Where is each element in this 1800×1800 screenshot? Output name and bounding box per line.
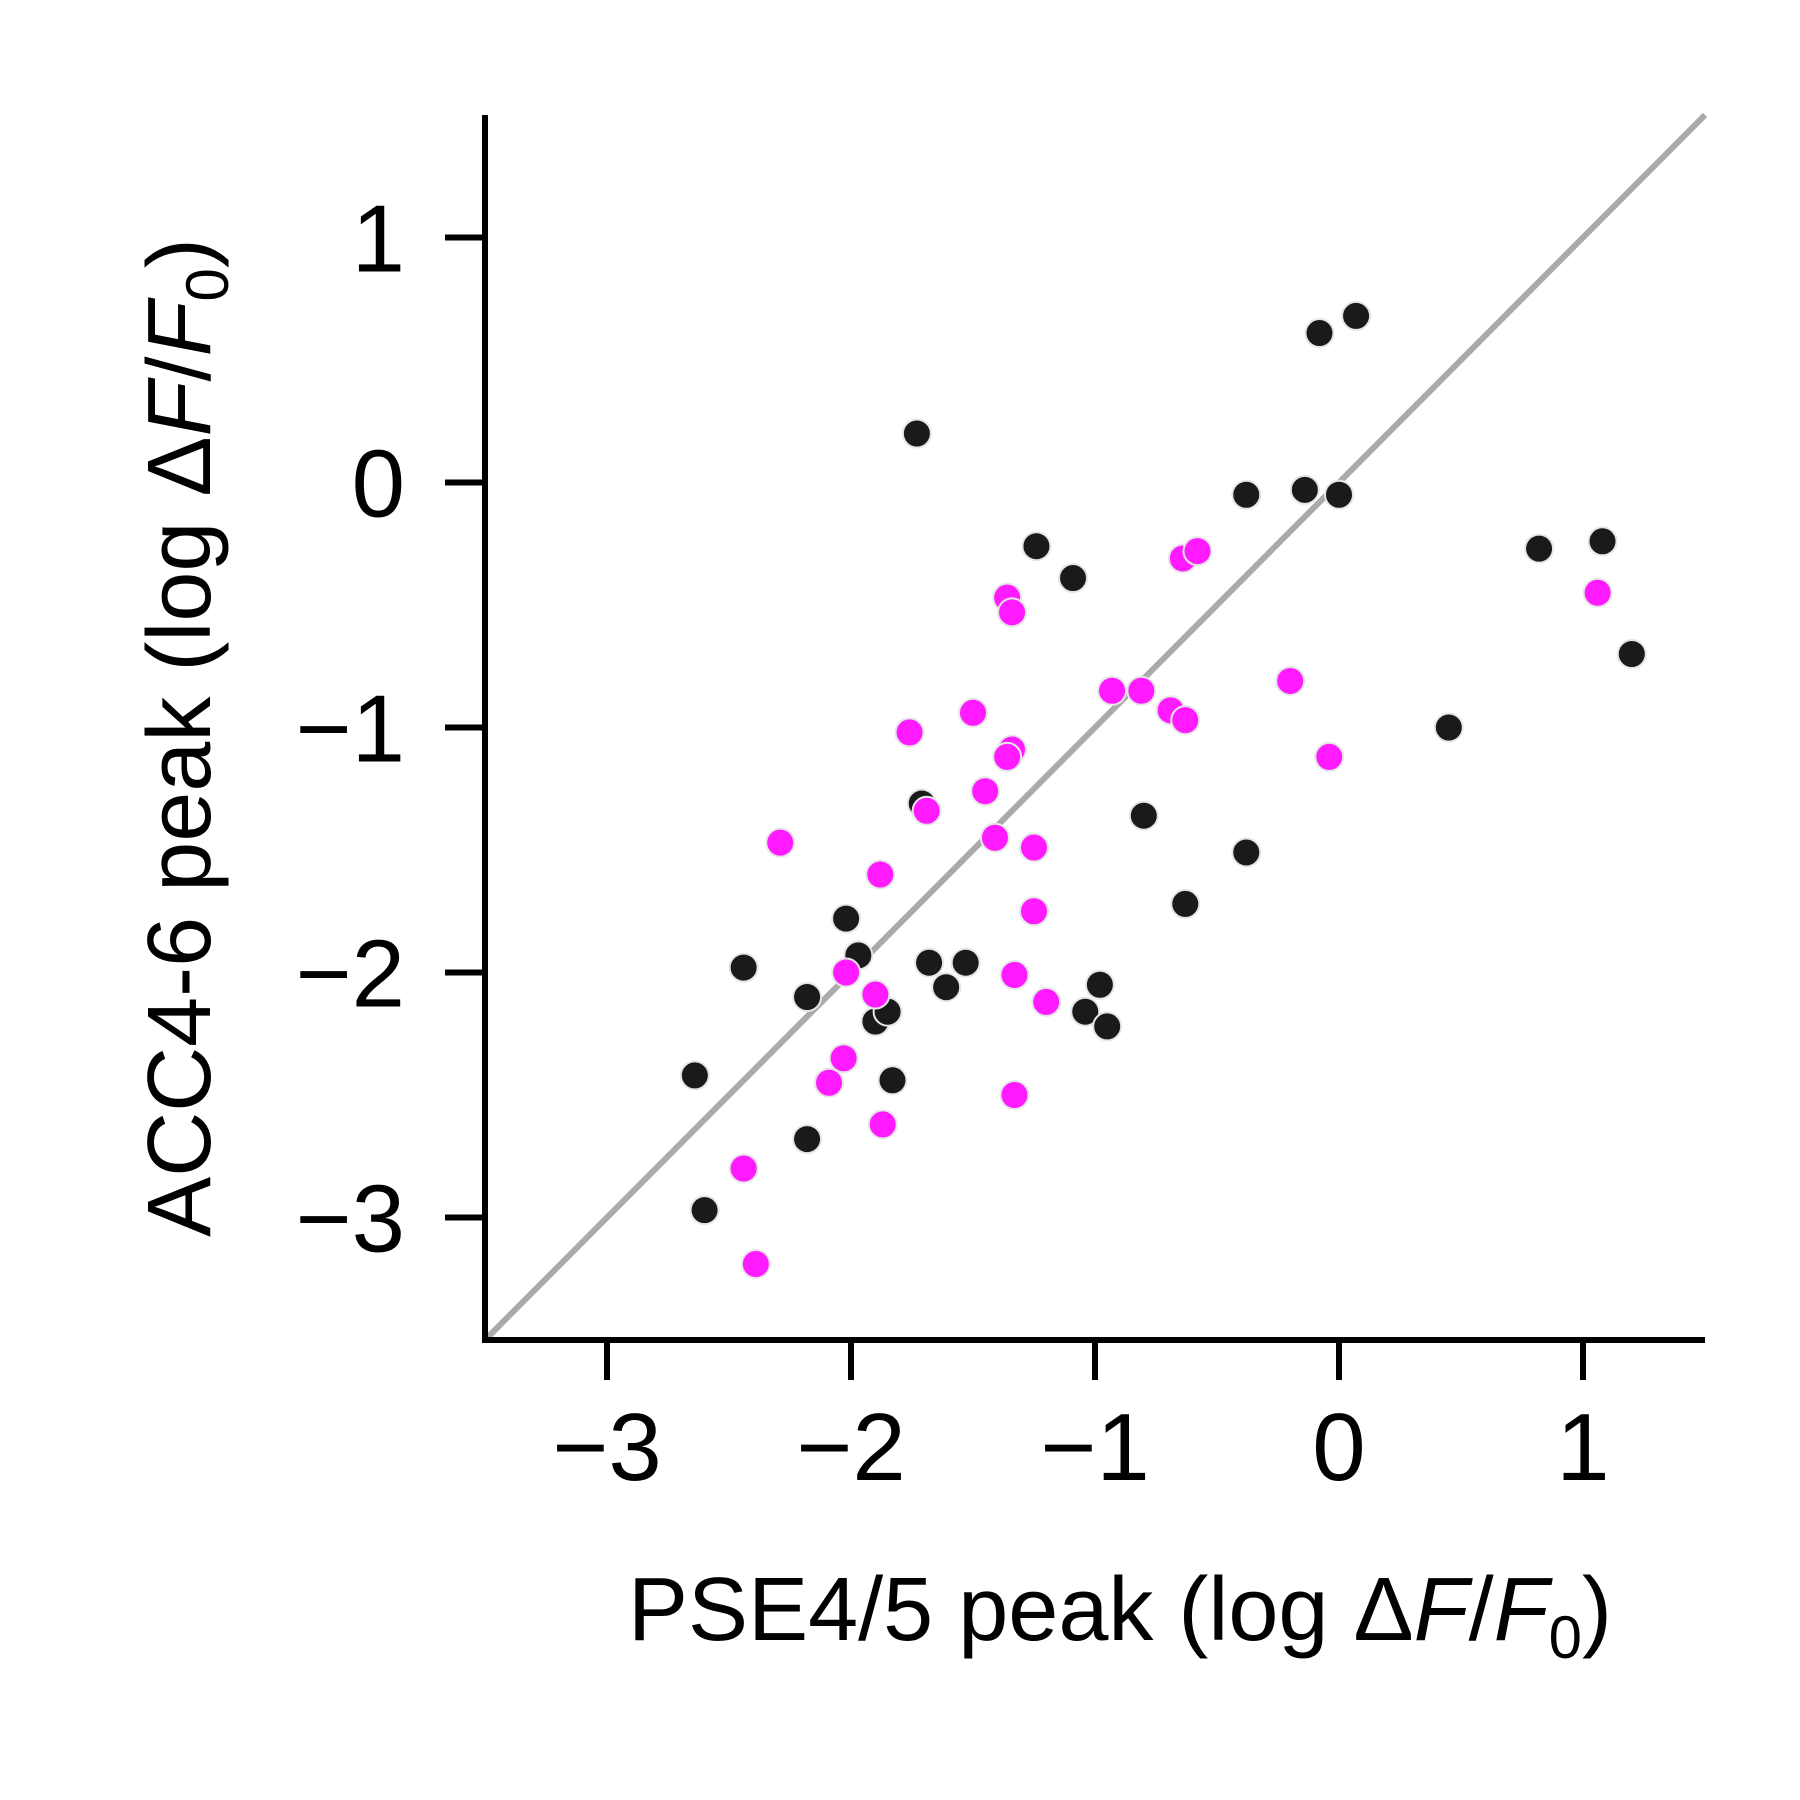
ticks-layer: −3 −2 −1 0 1 −3 −2 −1 0 1 (296, 186, 1610, 1502)
data-point (679, 1060, 710, 1091)
data-point (992, 741, 1023, 772)
data-point (1582, 577, 1613, 608)
points-layer (679, 300, 1647, 1280)
data-point (1524, 533, 1555, 564)
data-point (1084, 969, 1115, 1000)
data-point (831, 903, 862, 934)
data-point (1019, 896, 1049, 927)
data-point (1616, 639, 1647, 669)
y-tick-label: −1 (296, 676, 405, 783)
data-point (792, 982, 823, 1012)
data-point (765, 827, 796, 858)
data-point (1128, 800, 1159, 831)
data-point (814, 1067, 845, 1098)
identity-line-layer (482, 112, 1708, 1343)
data-point (1097, 675, 1128, 706)
x-tick-label: −3 (552, 1394, 661, 1501)
x-tick-label: 1 (1556, 1394, 1609, 1501)
data-point (1231, 479, 1262, 510)
data-point (894, 717, 925, 748)
identity-reference-line (482, 112, 1708, 1343)
data-point (970, 776, 1001, 807)
data-point (1170, 705, 1201, 736)
data-point (689, 1195, 720, 1226)
data-point (1433, 712, 1464, 743)
y-tick-label: 1 (352, 186, 405, 293)
y-axis-title: ACC4-6 peak (log ΔF/F0) (130, 238, 241, 1237)
data-point (1031, 986, 1062, 1017)
data-point (792, 1124, 823, 1155)
data-point (1289, 474, 1320, 505)
data-point (877, 1065, 908, 1096)
x-tick-label: −1 (1040, 1394, 1149, 1501)
data-point (1126, 675, 1157, 706)
y-tick-label: −3 (296, 1166, 405, 1273)
data-point (1587, 526, 1618, 557)
data-point (1304, 318, 1335, 349)
data-point (1275, 665, 1306, 696)
data-point (740, 1249, 771, 1280)
y-tick-label: −2 (296, 921, 405, 1028)
x-axis-title: PSE4/5 peak (log ΔF/F0) (628, 1560, 1612, 1671)
data-point (1021, 531, 1052, 562)
data-point (1058, 563, 1089, 594)
data-point (999, 959, 1030, 990)
data-point (1341, 300, 1372, 331)
data-point (958, 697, 988, 728)
data-point (914, 947, 945, 978)
data-point (1019, 832, 1049, 863)
data-point (831, 957, 862, 988)
data-point (1170, 888, 1201, 919)
series-2 (728, 536, 1613, 1280)
data-point (865, 859, 896, 890)
data-point (1182, 536, 1213, 567)
data-point (997, 597, 1028, 628)
data-point (979, 822, 1010, 853)
data-point (1070, 996, 1101, 1027)
x-tick-label: −2 (796, 1394, 905, 1501)
data-point (931, 972, 962, 1003)
data-point (999, 1080, 1030, 1110)
data-point (901, 418, 932, 449)
data-point (860, 979, 891, 1010)
x-tick-label: 0 (1312, 1394, 1365, 1501)
data-point (867, 1109, 898, 1140)
data-point (911, 795, 942, 826)
data-point (828, 1043, 859, 1074)
data-point (728, 1153, 759, 1184)
data-point (950, 947, 981, 978)
data-point (1324, 479, 1354, 510)
data-point (1092, 1011, 1123, 1042)
data-point (1231, 837, 1262, 868)
data-point (728, 952, 759, 983)
data-point (1314, 741, 1345, 772)
y-tick-label: 0 (352, 431, 405, 538)
